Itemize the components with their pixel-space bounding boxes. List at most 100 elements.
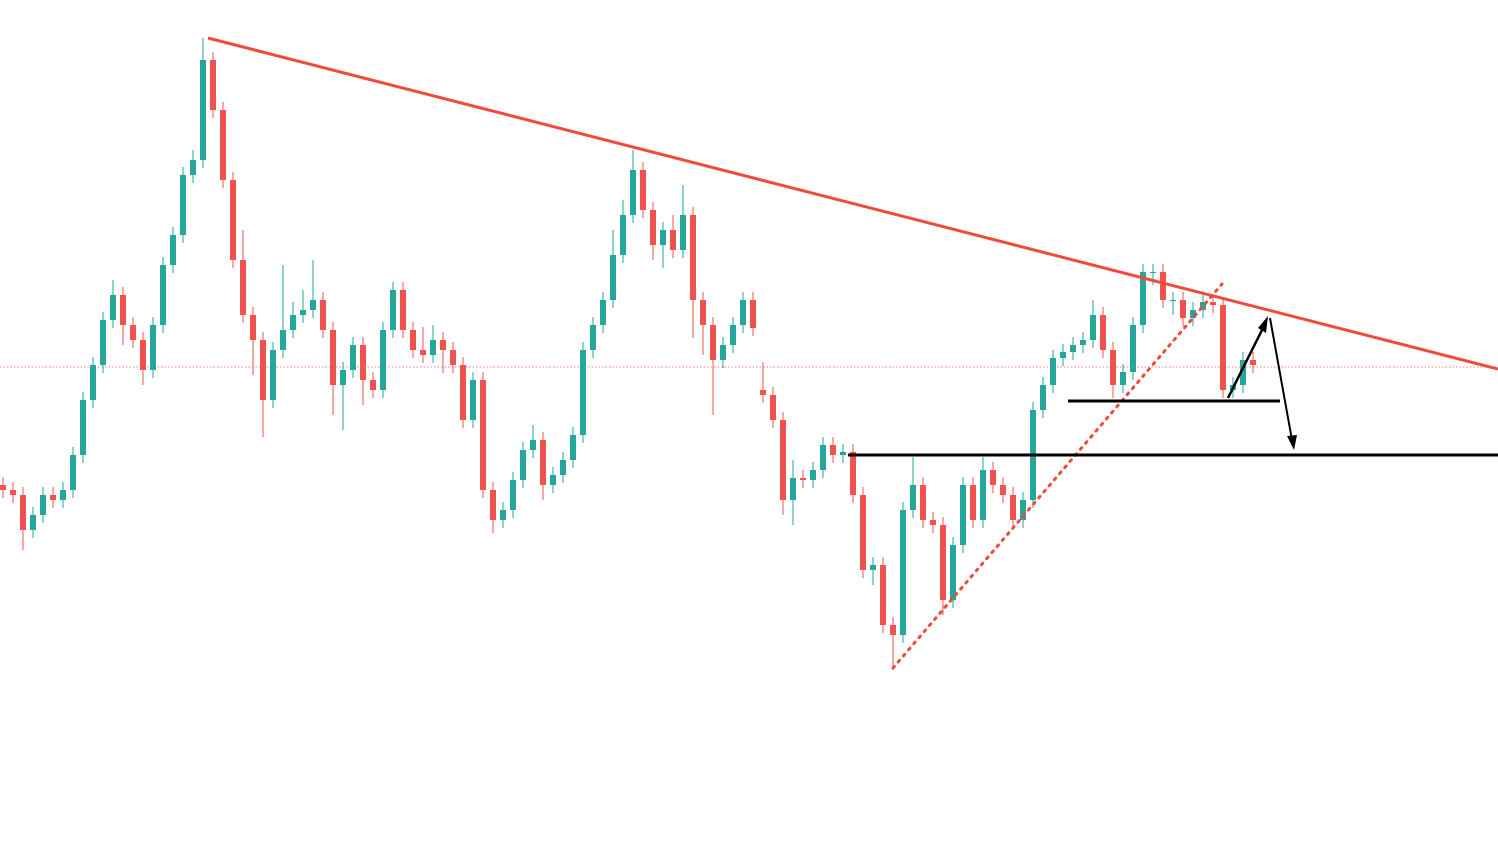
- candle-body: [400, 290, 406, 330]
- candle-body: [480, 380, 486, 490]
- candle-body: [90, 365, 96, 400]
- arrow-up: [1226, 325, 1266, 399]
- candle-body: [320, 300, 326, 330]
- candle-body: [210, 60, 216, 110]
- candle-body: [60, 490, 66, 500]
- candle-body: [370, 380, 376, 390]
- candle-body: [640, 170, 646, 210]
- candle-body: [630, 170, 636, 215]
- candle-body: [380, 330, 386, 390]
- candle-body: [280, 330, 286, 350]
- candle-body: [1250, 360, 1256, 365]
- candle-body: [50, 495, 56, 500]
- candle-body: [910, 485, 916, 510]
- candle-body: [100, 320, 106, 365]
- trend-line: [207, 36, 1498, 371]
- candle-body: [850, 452, 856, 495]
- candles: [0, 38, 1256, 670]
- candle-body: [520, 450, 526, 480]
- candle-body: [130, 325, 136, 340]
- candle-body: [1210, 302, 1216, 305]
- candle-body: [490, 490, 496, 520]
- candle-body: [580, 350, 586, 435]
- candle-body: [740, 300, 746, 325]
- candle-body: [440, 340, 446, 350]
- candle-body: [240, 260, 246, 315]
- candle-body: [1020, 500, 1026, 520]
- candle-body: [70, 455, 76, 490]
- candle-body: [460, 365, 466, 420]
- candle-body: [900, 510, 906, 635]
- candle-body: [590, 325, 596, 350]
- candle-body: [980, 470, 986, 520]
- candle-body: [830, 445, 836, 455]
- candle-body: [30, 515, 36, 530]
- candle-body: [150, 325, 156, 370]
- candle-body: [530, 440, 536, 450]
- candle-body: [450, 350, 456, 365]
- candle-body: [690, 215, 696, 300]
- candle-body: [870, 565, 876, 570]
- candle-body: [270, 350, 276, 400]
- candle-body: [500, 510, 506, 520]
- arrow-up-head: [1258, 316, 1268, 333]
- candle-body: [1170, 300, 1176, 301]
- candle-body: [420, 350, 426, 355]
- candle-body: [140, 340, 146, 370]
- candle-body: [0, 485, 6, 490]
- support-trend-line: [891, 282, 1224, 670]
- candle-body: [600, 300, 606, 325]
- candle-body: [970, 485, 976, 520]
- candle-body: [1080, 340, 1086, 345]
- candle-body: [110, 295, 116, 320]
- candle-body: [310, 300, 316, 310]
- candle-body: [560, 460, 566, 475]
- candle-body: [1050, 358, 1056, 385]
- candle-body: [40, 495, 46, 515]
- candle-body: [1140, 272, 1146, 325]
- candle-body: [1200, 302, 1206, 310]
- candle-body: [1070, 345, 1076, 352]
- candle-body: [840, 452, 846, 455]
- candle-body: [1060, 352, 1066, 358]
- candle-body: [790, 478, 796, 500]
- candle-body: [990, 470, 996, 485]
- candle-body: [820, 445, 826, 470]
- candle-body: [200, 60, 206, 160]
- candle-body: [730, 325, 736, 345]
- candle-body: [340, 370, 346, 385]
- candle-body: [220, 110, 226, 180]
- candle-body: [680, 215, 686, 250]
- candle-body: [160, 265, 166, 325]
- candle-body: [190, 160, 196, 175]
- candle-body: [880, 565, 886, 625]
- candle-body: [540, 440, 546, 485]
- arrow-down-head: [1287, 435, 1297, 450]
- candle-body: [1220, 305, 1226, 390]
- candle-body: [1160, 272, 1166, 300]
- candle-body: [170, 235, 176, 265]
- candle-body: [360, 345, 366, 380]
- candle-body: [620, 215, 626, 255]
- candle-body: [20, 495, 26, 530]
- candle-body: [1040, 385, 1046, 410]
- candle-body: [260, 340, 266, 400]
- candle-body: [1110, 350, 1116, 385]
- candle-body: [670, 230, 676, 250]
- candle-body: [550, 475, 556, 485]
- candle-body: [180, 175, 186, 235]
- candle-body: [940, 525, 946, 600]
- candle-body: [250, 315, 256, 340]
- candle-body: [1000, 485, 1006, 495]
- candle-body: [1090, 315, 1096, 340]
- candle-body: [390, 290, 396, 330]
- candle-body: [720, 345, 726, 360]
- candle-body: [10, 490, 16, 495]
- candle-body: [570, 435, 576, 460]
- candle-body: [1120, 372, 1126, 385]
- candle-body: [1190, 310, 1196, 318]
- candle-body: [770, 395, 776, 420]
- candle-body: [610, 255, 616, 300]
- candle-body: [750, 300, 756, 328]
